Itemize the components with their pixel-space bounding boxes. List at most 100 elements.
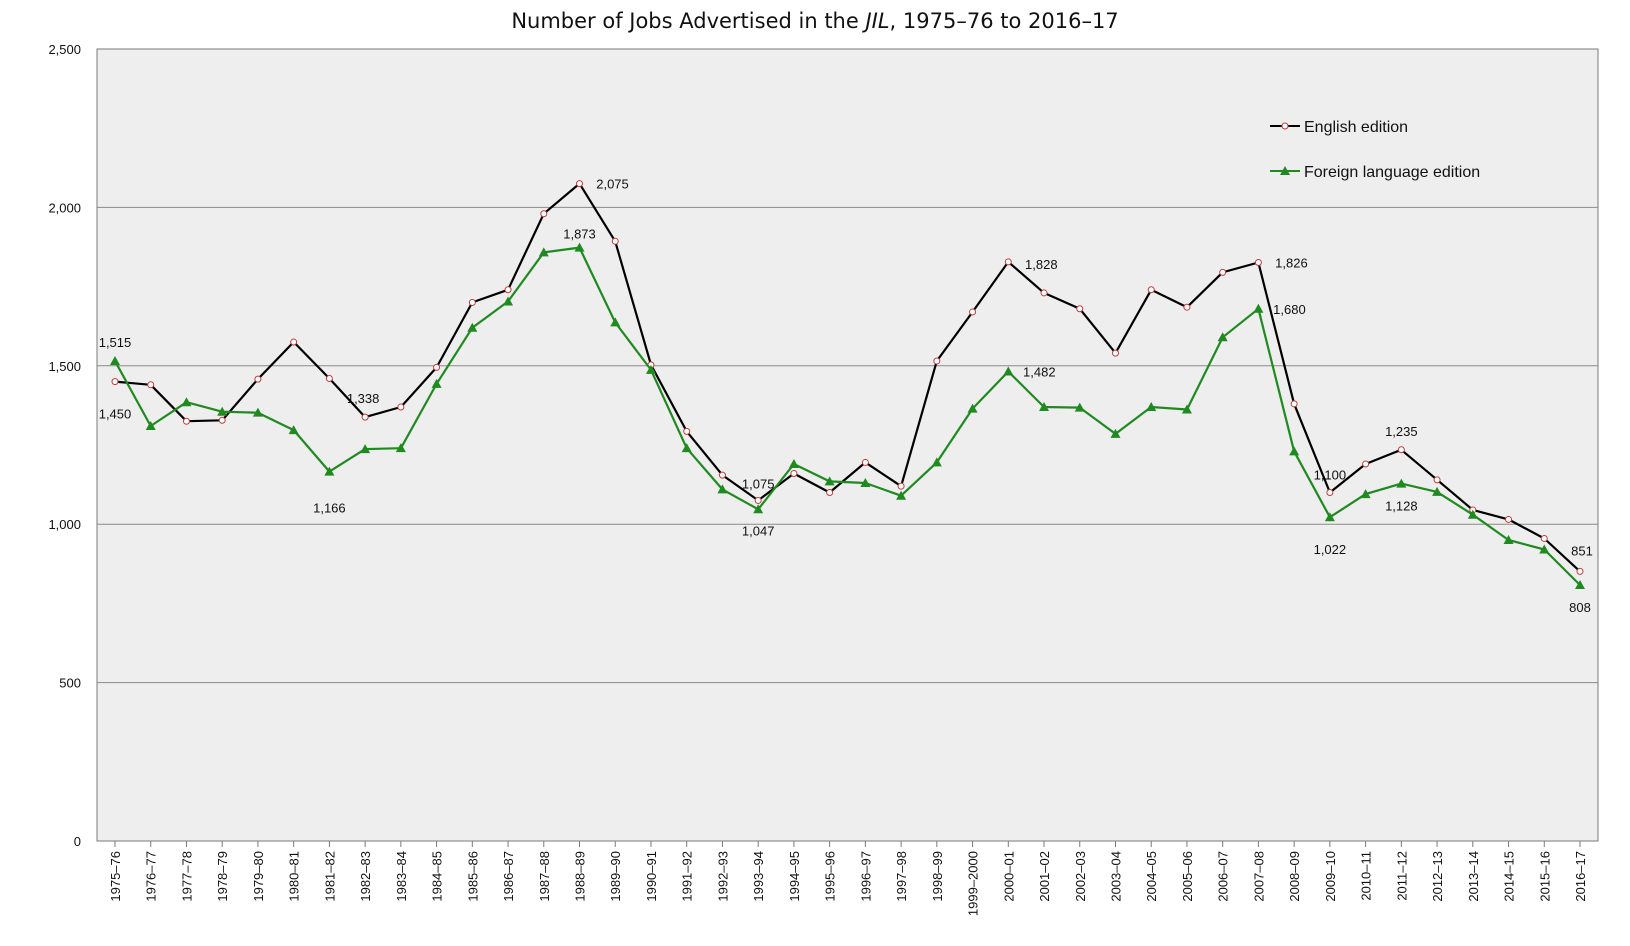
foreign-data-label: 1,047 bbox=[742, 523, 775, 538]
y-tick-label: 2,500 bbox=[48, 42, 81, 57]
english-point bbox=[1290, 400, 1298, 408]
foreign-point bbox=[931, 457, 942, 467]
foreign-series-line bbox=[114, 246, 1581, 586]
english-point bbox=[790, 470, 798, 478]
english-data-label: 1,826 bbox=[1275, 256, 1308, 271]
y-tick-label: 1,500 bbox=[48, 359, 81, 374]
english-point bbox=[576, 180, 584, 188]
x-tick-label: 1975–76 bbox=[108, 851, 123, 902]
english-point bbox=[1362, 460, 1370, 468]
x-tick-label: 1990–91 bbox=[644, 851, 659, 902]
english-point bbox=[1183, 303, 1191, 311]
x-tick-label: 1985–86 bbox=[465, 851, 480, 902]
foreign-data-label: 1,022 bbox=[1314, 542, 1347, 557]
english-point bbox=[611, 237, 619, 245]
x-tick-label: 1988–89 bbox=[573, 851, 588, 902]
x-tick-label: 1981–82 bbox=[322, 851, 337, 902]
x-tick-label: 2006–07 bbox=[1216, 851, 1231, 902]
foreign-point bbox=[252, 407, 263, 417]
chart-title-italic: JIL bbox=[861, 9, 889, 33]
x-tick-label: 1976–77 bbox=[144, 851, 159, 902]
x-tick-label: 2009–10 bbox=[1323, 851, 1338, 902]
english-data-label: 851 bbox=[1571, 543, 1593, 558]
english-point bbox=[683, 427, 691, 435]
english-series-line bbox=[114, 182, 1581, 573]
legend-foreign-marker bbox=[1280, 166, 1290, 175]
english-point bbox=[1076, 305, 1084, 313]
foreign-data-label: 1,166 bbox=[313, 501, 346, 516]
foreign-point bbox=[1074, 402, 1085, 412]
x-tick-label: 1989–90 bbox=[608, 851, 623, 902]
legend-english-label: English edition bbox=[1304, 119, 1408, 136]
english-point bbox=[1219, 268, 1227, 276]
english-data-label: 1,338 bbox=[347, 391, 380, 406]
x-tick-label: 1999–2000 bbox=[966, 851, 981, 916]
y-tick-label: 0 bbox=[74, 834, 81, 849]
english-point bbox=[433, 363, 441, 371]
foreign-point bbox=[110, 356, 120, 366]
y-tick-label: 2,000 bbox=[48, 200, 81, 215]
foreign-point bbox=[1039, 401, 1050, 411]
foreign-point bbox=[360, 444, 371, 454]
foreign-point bbox=[1539, 544, 1550, 554]
x-tick-label: 2001–02 bbox=[1037, 851, 1052, 902]
foreign-point bbox=[538, 247, 549, 257]
foreign-point bbox=[1253, 303, 1264, 313]
x-tick-label: 2003–04 bbox=[1108, 851, 1123, 902]
x-tick-label: 2011–12 bbox=[1394, 851, 1409, 901]
foreign-point bbox=[324, 466, 335, 476]
english-data-label: 1,235 bbox=[1385, 424, 1418, 439]
x-tick-label: 1987–88 bbox=[537, 851, 552, 902]
y-axis: 0 500 1,000 1,500 2,000 2,500 bbox=[48, 42, 81, 849]
chart-title-main: Number of Jobs Advertised in the bbox=[511, 9, 865, 33]
x-tick-label: 1993–94 bbox=[751, 851, 766, 902]
foreign-point bbox=[467, 322, 478, 332]
foreign-point bbox=[896, 490, 907, 500]
english-point bbox=[1111, 349, 1119, 357]
foreign-point bbox=[1110, 428, 1121, 438]
foreign-point bbox=[967, 403, 978, 413]
chart-title-rest: , 1975–76 to 2016–17 bbox=[890, 9, 1119, 33]
english-point bbox=[468, 298, 476, 306]
foreign-point bbox=[788, 459, 799, 469]
foreign-point bbox=[610, 317, 621, 327]
english-point bbox=[826, 489, 834, 497]
english-point bbox=[1326, 489, 1334, 497]
foreign-point bbox=[181, 397, 192, 407]
foreign-point bbox=[431, 378, 442, 388]
data-labels: 1,450 1,338 2,075 1,075 1,828 1,826 1,100 1,235… bbox=[99, 177, 1593, 615]
x-tick-label: 1978–79 bbox=[215, 851, 230, 902]
foreign-point bbox=[1146, 401, 1157, 411]
foreign-point bbox=[1181, 404, 1192, 414]
english-point bbox=[1505, 515, 1513, 523]
english-point bbox=[111, 378, 119, 386]
x-tick-label: 2005–06 bbox=[1180, 851, 1195, 902]
foreign-point bbox=[1467, 509, 1478, 519]
x-tick-label: 2007–08 bbox=[1251, 851, 1266, 902]
x-tick-label: 1980–81 bbox=[287, 851, 302, 902]
english-point bbox=[897, 482, 905, 490]
x-axis: 1975–76 1976–77 1977–78 1978–79 1979–80 1980–… bbox=[108, 841, 1588, 916]
x-tick-label: 1998–99 bbox=[930, 851, 945, 902]
english-point bbox=[754, 496, 762, 504]
foreign-point bbox=[1289, 446, 1300, 456]
foreign-point bbox=[1575, 580, 1585, 590]
english-point bbox=[325, 374, 333, 382]
foreign-point bbox=[645, 364, 656, 374]
foreign-point bbox=[753, 504, 764, 514]
english-point bbox=[1004, 258, 1012, 266]
foreign-data-label: 1,680 bbox=[1273, 302, 1306, 317]
english-point bbox=[254, 375, 262, 383]
english-point bbox=[1540, 534, 1548, 542]
x-tick-label: 2016–17 bbox=[1573, 851, 1588, 902]
english-point bbox=[504, 286, 512, 294]
legend: English edition Foreign language edition bbox=[1270, 119, 1480, 181]
foreign-point bbox=[1324, 512, 1335, 522]
english-point bbox=[861, 458, 869, 466]
english-point bbox=[397, 403, 405, 411]
foreign-point bbox=[1432, 486, 1443, 496]
foreign-point bbox=[860, 478, 871, 488]
english-data-label: 2,075 bbox=[596, 177, 629, 192]
foreign-point bbox=[574, 242, 585, 252]
